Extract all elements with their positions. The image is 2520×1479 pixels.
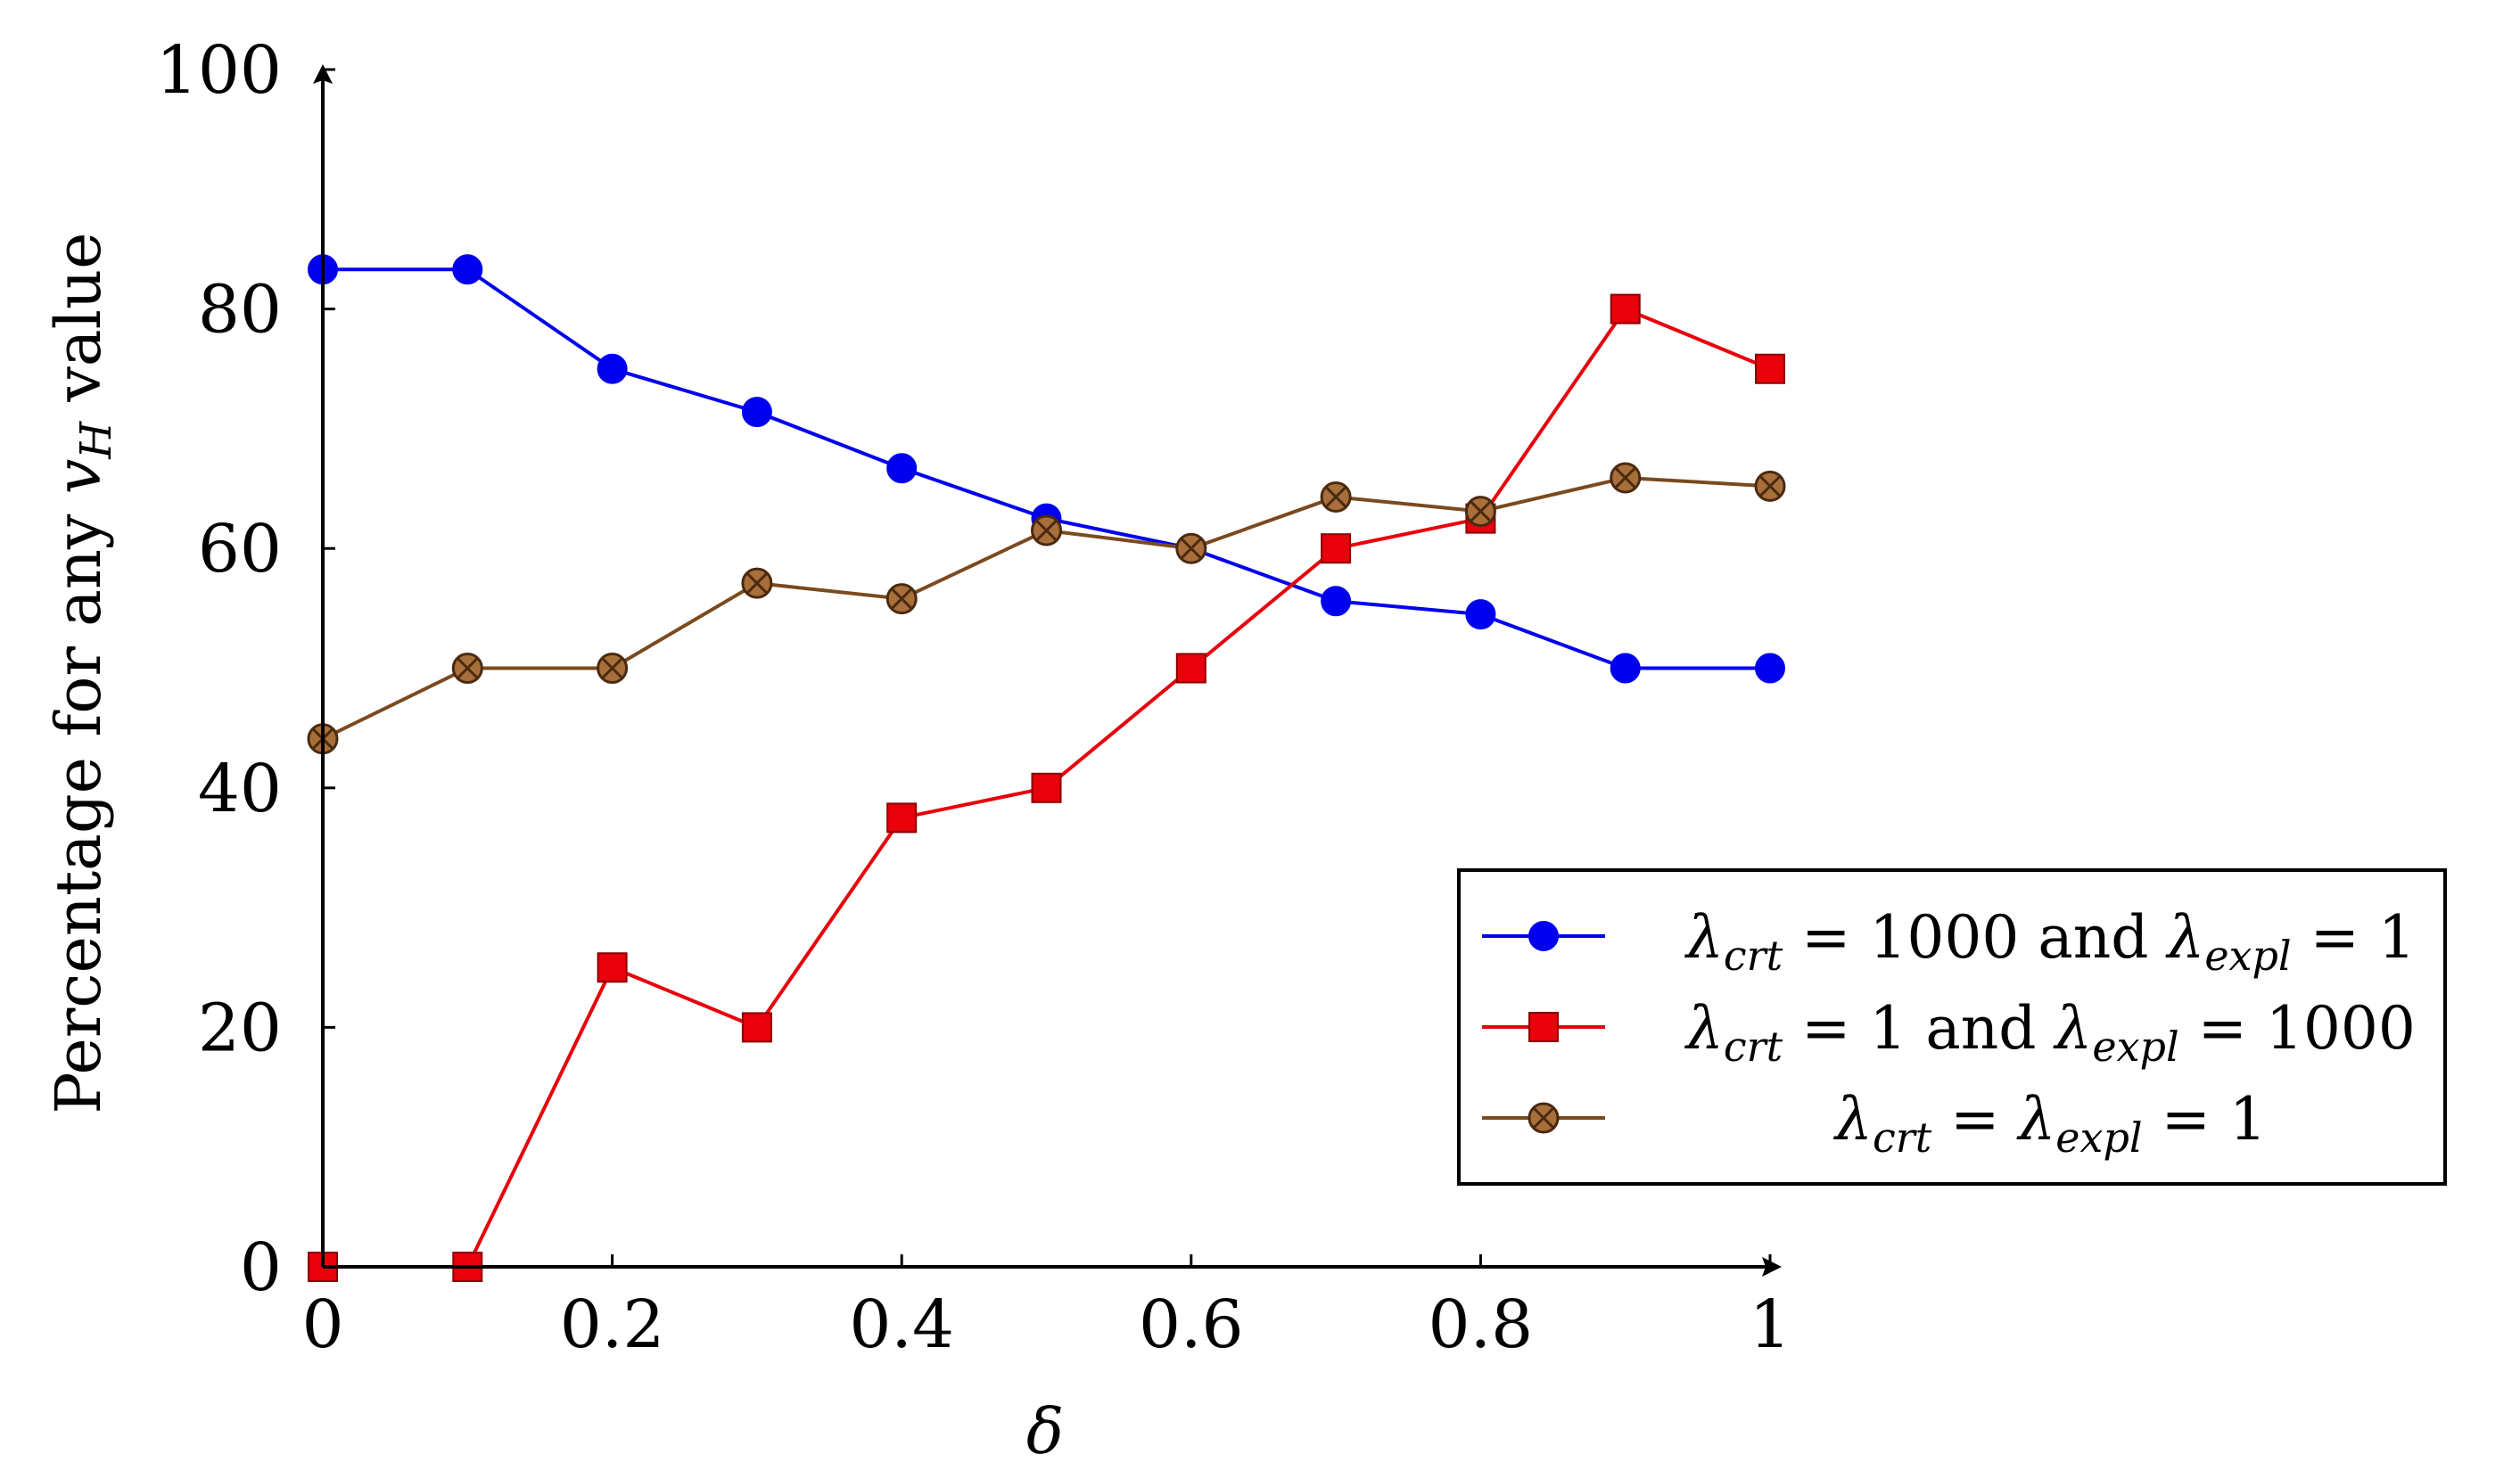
legend-label: λcrt = 1 and λexpl = 1000 [1684,994,2416,1071]
data-point [1031,514,1062,546]
data-point [741,397,772,428]
legend-box [1457,868,2447,1186]
data-point [597,952,628,983]
y-tick-label: 0 [240,1229,282,1306]
legend-entry-3: λcrt = λexpl = 1 [1482,1085,2267,1162]
data-point [886,802,918,834]
data-point [1321,533,1352,564]
legend-marker [1528,921,1559,951]
data-point [886,453,918,484]
data-point [1321,586,1352,617]
legend-entry-1: λcrt = 1000 and λexpl = 1 [1482,903,2416,980]
x-tick-label: 0.2 [560,1286,665,1363]
legend-label: λcrt = λexpl = 1 [1832,1085,2267,1162]
data-point [741,1012,772,1043]
legend-marker [1528,1012,1559,1042]
series-layer [307,254,1786,1282]
axes [313,64,1782,1277]
x-axis-title: δ [1026,1395,1064,1468]
legend-entry-2: λcrt = 1 and λexpl = 1000 [1482,994,2416,1071]
data-point [885,583,918,615]
data-point [451,653,483,684]
data-point [1175,653,1206,684]
data-point [1610,462,1642,494]
data-point [1610,653,1641,684]
series-3 [307,462,1786,755]
legend-marker [1528,1102,1560,1134]
y-tick-label: 80 [198,272,282,349]
data-point [1755,353,1785,384]
tick-labels: 0 0.2 0.4 0.6 0.8 1 0 20 40 60 80 100 [156,32,1791,1363]
legend: λcrt = 1000 and λexpl = 1 λcrt = 1 and λe… [1457,868,2447,1186]
series-1 [308,254,1785,684]
x-tick-label: 0 [301,1286,343,1363]
data-point [1175,532,1207,564]
x-tick-label: 1 [1749,1286,1791,1363]
data-point [1755,653,1785,684]
data-point [1465,599,1496,630]
x-tick-label: 0.6 [1139,1286,1244,1363]
data-point [452,254,483,285]
x-tick-label: 0.4 [849,1286,954,1363]
data-point [1320,481,1352,513]
legend-label: λcrt = 1000 and λexpl = 1 [1684,903,2416,980]
y-tick-label: 40 [198,751,282,827]
x-tick-label: 0.8 [1429,1286,1534,1363]
y-axis-title: Percentage for any vH value [42,232,121,1113]
data-point [1031,772,1062,803]
data-point [741,567,773,599]
data-point [1464,496,1496,528]
data-point [597,353,628,384]
data-point [597,653,629,684]
x-axis-arrowhead [1762,1257,1782,1277]
y-tick-label: 60 [198,511,282,587]
series-line [323,267,1770,670]
y-tick-label: 20 [198,990,282,1066]
y-axis-arrowhead [313,64,333,84]
data-point [1610,293,1641,325]
y-tick-label: 100 [156,32,282,109]
data-point [1754,470,1786,502]
